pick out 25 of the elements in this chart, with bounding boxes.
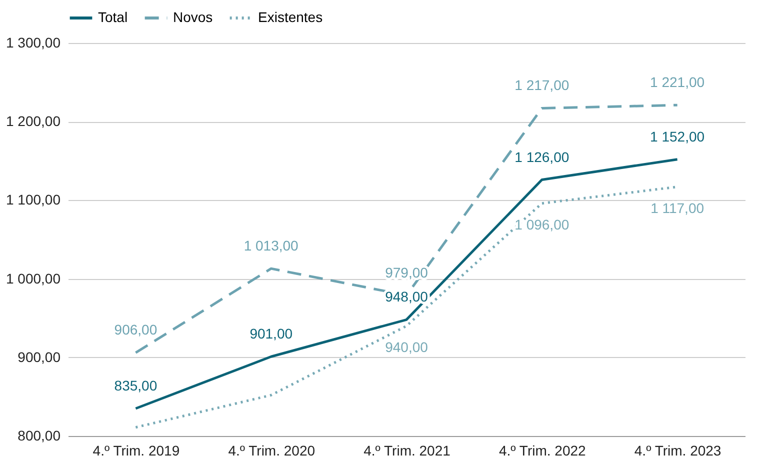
data-label: 1 152,00 <box>650 128 705 144</box>
x-tick-label: 4.º Trim. 2023 <box>634 442 722 458</box>
data-label: 901,00 <box>250 326 293 342</box>
data-label: 1 117,00 <box>650 200 704 216</box>
x-tick-label: 4.º Trim. 2021 <box>364 442 451 458</box>
data-label: 1 217,00 <box>514 77 570 94</box>
y-tick-label: 1 100,00 <box>6 192 61 208</box>
y-tick-label: 1 000,00 <box>6 270 61 286</box>
data-label: 835,00 <box>114 377 158 394</box>
data-label: 1 126,00 <box>514 148 570 165</box>
data-label: 940,00 <box>385 338 428 355</box>
data-label: 1 221,00 <box>650 74 705 90</box>
data-label: 1 013,00 <box>244 238 299 254</box>
y-tick-label: 800,00 <box>18 428 61 444</box>
x-tick-label: 4.º Trim. 2022 <box>498 442 586 458</box>
data-label: 979,00 <box>385 264 428 280</box>
legend-label: Existentes <box>258 9 323 25</box>
legend-label: Novos <box>173 9 213 25</box>
x-tick-label: 4.º Trim. 2019 <box>92 442 180 458</box>
x-tick-label: 4.º Trim. 2020 <box>228 442 316 458</box>
y-tick-label: 1 200,00 <box>6 113 61 130</box>
legend-label: Total <box>98 9 128 25</box>
data-label: 906,00 <box>114 322 158 338</box>
y-tick-label: 900,00 <box>18 348 61 365</box>
y-tick-label: 1 300,00 <box>6 34 61 50</box>
